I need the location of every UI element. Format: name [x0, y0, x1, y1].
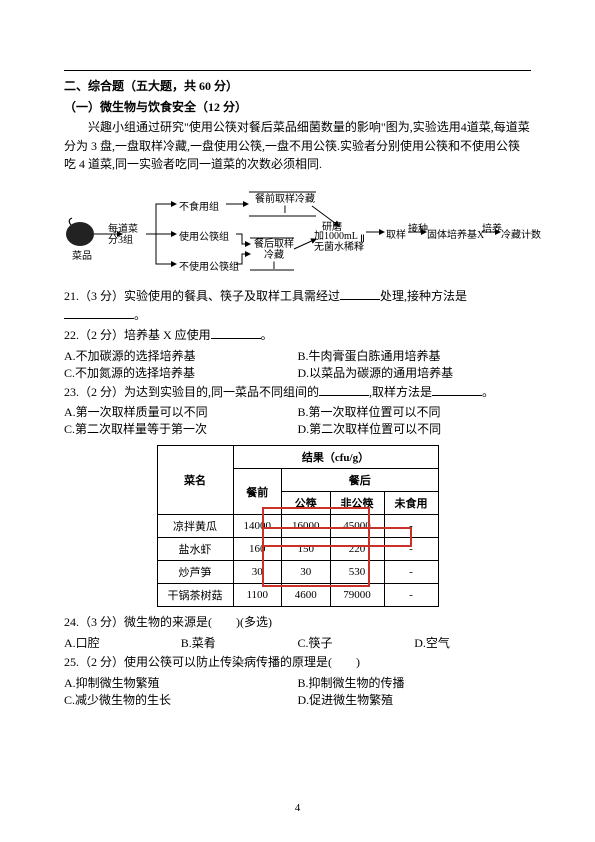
- cell: 79000: [330, 584, 384, 607]
- table-row: 炒芦笋 30 30 530 -: [157, 561, 438, 584]
- subsection-title: （一）微生物与饮食安全（12 分）: [64, 98, 531, 117]
- cell: 干锅茶树菇: [157, 584, 233, 607]
- table-row: 干锅茶树菇 1100 4600 79000 -: [157, 584, 438, 607]
- flow-gongkuai: 使用公筷组: [179, 228, 229, 243]
- cell: 炒芦笋: [157, 561, 233, 584]
- cell: 45000: [330, 515, 384, 538]
- cell: 凉拌黄瓜: [157, 515, 233, 538]
- q21: 21.（3 分）实验使用的餐具、筷子及取样工具需经过 处理,接种方法是 。: [64, 287, 531, 324]
- col-before: 餐前: [233, 469, 282, 515]
- q22-opts-row1: A.不加碳源的选择培养基 B.牛肉膏蛋白胨通用培养基: [64, 347, 531, 364]
- table-row: 凉拌黄瓜 14000 16000 45000 -: [157, 515, 438, 538]
- q25-C: C.减少微生物的生长: [64, 691, 298, 708]
- q24-opts: A.口腔 B.菜肴 C.筷子 D.空气: [64, 634, 531, 651]
- flow-bushiyong: 不食用组: [179, 198, 219, 213]
- q24: 24.（3 分）微生物的来源是( )(多选): [64, 613, 531, 632]
- table-row: 盐水虾 160 150 220 -: [157, 538, 438, 561]
- cell: 16000: [282, 515, 331, 538]
- q23-C: C.第二次取样量等于第一次: [64, 420, 298, 437]
- flow-lengcang: 冷藏计数: [501, 226, 541, 241]
- sub-fgk: 非公筷: [330, 492, 384, 515]
- cell: 530: [330, 561, 384, 584]
- flow-jiezhong: 接种: [408, 220, 428, 235]
- flow-canqian: 餐前取样冷藏Ⅰ: [252, 194, 318, 217]
- q23: 23.（2 分）为达到实验目的,同一菜品不同组间的 ,取样方法是 。: [64, 383, 531, 402]
- results-table: 菜名 结果（cfu/g） 餐前 餐后 公筷 非公筷 未食用 凉拌黄瓜 14000…: [157, 445, 439, 607]
- flow-fen3: 每道菜分3组: [108, 224, 144, 247]
- q24-A: A.口腔: [64, 634, 181, 651]
- q25: 25.（2 分）使用公筷可以防止传染病传播的原理是( ): [64, 653, 531, 672]
- q23-A: A.第一次取样质量可以不同: [64, 403, 298, 420]
- q24-B: B.菜肴: [181, 634, 298, 651]
- flow-canhou: 餐后取样冷藏Ⅰ: [252, 239, 296, 272]
- cell: 160: [233, 538, 282, 561]
- q22-end: 。: [261, 328, 273, 342]
- cell: -: [384, 584, 438, 607]
- q25-opts-row1: A.抑制微生物繁殖 B.抑制微生物的传播: [64, 674, 531, 691]
- q21-c: 。: [134, 308, 146, 322]
- q22-A: A.不加碳源的选择培养基: [64, 347, 298, 364]
- q25-opts-row2: C.减少微生物的生长 D.促进微生物繁殖: [64, 691, 531, 708]
- q22-text: 22.（2 分）培养基 X 应使用: [64, 328, 211, 342]
- flow-diagram: 菜品 每道菜分3组 不食用组 使用公筷组 不使用公筷组 餐前取样冷藏Ⅰ 餐后取样…: [64, 184, 531, 279]
- cell: 220: [330, 538, 384, 561]
- flow-two: Ⅱ: [360, 234, 365, 245]
- q23-c: 。: [482, 385, 494, 399]
- q25-D: D.促进微生物繁殖: [298, 691, 532, 708]
- col-name: 菜名: [157, 446, 233, 515]
- flow-quyang: 取样: [386, 226, 406, 241]
- cell: -: [384, 515, 438, 538]
- q24-D: D.空气: [414, 634, 531, 651]
- q23-a: 23.（2 分）为达到实验目的,同一菜品不同组间的: [64, 385, 319, 399]
- q23-b: ,取样方法是: [369, 385, 432, 399]
- flow-bugongkuai: 不使用公筷组: [179, 258, 239, 273]
- intro-text: 兴趣小组通过研究"使用公筷对餐后菜品细菌数量的影响"图为,实验选用4道菜,每道菜…: [64, 118, 531, 174]
- table-row: 菜名 结果（cfu/g）: [157, 446, 438, 469]
- section-title: 二、综合题（五大题，共 60 分）: [64, 77, 531, 96]
- col-after: 餐后: [282, 469, 439, 492]
- q22: 22.（2 分）培养基 X 应使用 。: [64, 326, 531, 345]
- flow-caipin: 菜品: [72, 247, 92, 262]
- sub-gk: 公筷: [282, 492, 331, 515]
- results-table-wrap: 菜名 结果（cfu/g） 餐前 餐后 公筷 非公筷 未食用 凉拌黄瓜 14000…: [142, 445, 454, 607]
- cell: 150: [282, 538, 331, 561]
- cell: 盐水虾: [157, 538, 233, 561]
- cell: 30: [282, 561, 331, 584]
- q22-C: C.不加氮源的选择培养基: [64, 364, 298, 381]
- q22-D: D.以菜品为碳源的通用培养基: [298, 364, 532, 381]
- page-number: 4: [0, 802, 595, 814]
- q21-a: 21.（3 分）实验使用的餐具、筷子及取样工具需经过: [64, 289, 340, 303]
- q23-B: B.第一次取样位置可以不同: [298, 403, 532, 420]
- q23-D: D.第二次取样位置可以不同: [298, 420, 532, 437]
- cell: 30: [233, 561, 282, 584]
- q25-A: A.抑制微生物繁殖: [64, 674, 298, 691]
- q22-opts-row2: C.不加氮源的选择培养基 D.以菜品为碳源的通用培养基: [64, 364, 531, 381]
- q21-b: 处理,接种方法是: [380, 289, 467, 303]
- flow-guti: 固体培养基X: [427, 226, 484, 241]
- cell: 4600: [282, 584, 331, 607]
- q25-B: B.抑制微生物的传播: [298, 674, 532, 691]
- cell: 1100: [233, 584, 282, 607]
- flow-peiyang: 培养: [482, 220, 502, 235]
- col-unit: 结果（cfu/g）: [233, 446, 438, 469]
- q24-C: C.筷子: [298, 634, 415, 651]
- cell: 14000: [233, 515, 282, 538]
- q22-B: B.牛肉膏蛋白胨通用培养基: [298, 347, 532, 364]
- q23-opts-row1: A.第一次取样质量可以不同 B.第一次取样位置可以不同: [64, 403, 531, 420]
- q23-opts-row2: C.第二次取样量等于第一次 D.第二次取样位置可以不同: [64, 420, 531, 437]
- sub-wsy: 未食用: [384, 492, 438, 515]
- cell: -: [384, 561, 438, 584]
- cell: -: [384, 538, 438, 561]
